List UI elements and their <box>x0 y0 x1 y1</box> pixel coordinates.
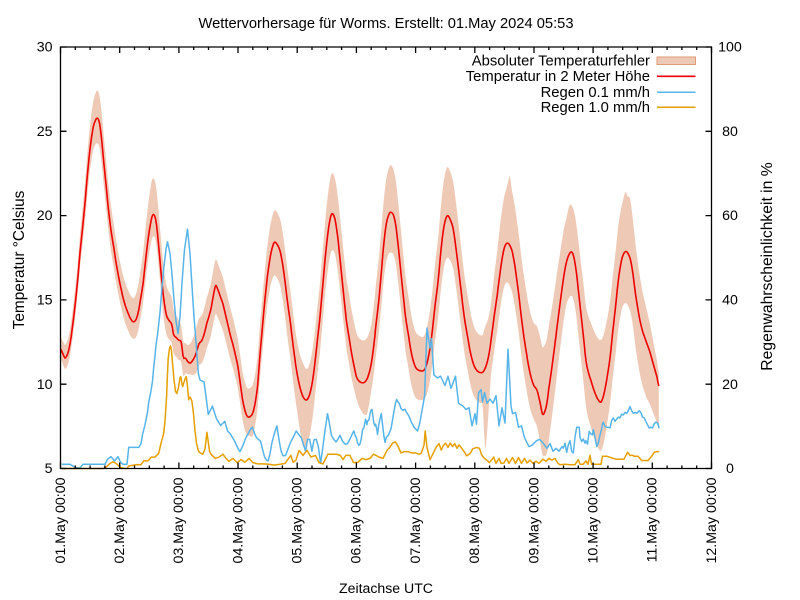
svg-text:Absoluter Temperaturfehler: Absoluter Temperaturfehler <box>472 53 650 69</box>
svg-text:03.May 00:00: 03.May 00:00 <box>171 477 187 563</box>
svg-text:Temperatur in 2 Meter Höhe: Temperatur in 2 Meter Höhe <box>466 69 650 85</box>
svg-text:15: 15 <box>37 293 53 309</box>
svg-text:25: 25 <box>37 124 53 140</box>
svg-text:Temperatur °Celsius: Temperatur °Celsius <box>11 190 28 329</box>
svg-text:07.May 00:00: 07.May 00:00 <box>408 477 424 563</box>
svg-text:Regen 0.1 mm/h: Regen 0.1 mm/h <box>541 85 650 101</box>
svg-text:Wettervorhersage für Worms. Er: Wettervorhersage für Worms. Erstellt: 01… <box>199 16 574 32</box>
svg-text:05.May 00:00: 05.May 00:00 <box>290 477 306 563</box>
svg-text:02.May 00:00: 02.May 00:00 <box>112 477 128 563</box>
svg-text:5: 5 <box>45 461 53 477</box>
svg-text:0: 0 <box>726 461 734 477</box>
svg-text:20: 20 <box>722 377 738 393</box>
svg-text:08.May 00:00: 08.May 00:00 <box>467 477 483 563</box>
svg-text:04.May 00:00: 04.May 00:00 <box>230 477 246 563</box>
svg-text:Regenwahrscheinlichkeit in %: Regenwahrscheinlichkeit in % <box>759 162 776 370</box>
svg-text:11.May 00:00: 11.May 00:00 <box>645 477 661 562</box>
svg-text:80: 80 <box>722 124 738 140</box>
svg-text:10.May 00:00: 10.May 00:00 <box>585 477 601 563</box>
svg-text:60: 60 <box>722 208 738 224</box>
svg-text:10: 10 <box>37 377 53 393</box>
svg-text:09.May 00:00: 09.May 00:00 <box>526 477 542 563</box>
svg-text:01.May 00:00: 01.May 00:00 <box>53 477 69 563</box>
svg-text:Zeitachse UTC: Zeitachse UTC <box>339 580 433 596</box>
svg-text:30: 30 <box>37 40 53 56</box>
svg-text:12.May 00:00: 12.May 00:00 <box>704 477 720 563</box>
svg-text:20: 20 <box>37 208 53 224</box>
svg-text:100: 100 <box>718 40 742 56</box>
svg-text:06.May 00:00: 06.May 00:00 <box>349 477 365 563</box>
svg-text:40: 40 <box>722 293 738 309</box>
svg-text:Regen 1.0 mm/h: Regen 1.0 mm/h <box>541 100 650 116</box>
